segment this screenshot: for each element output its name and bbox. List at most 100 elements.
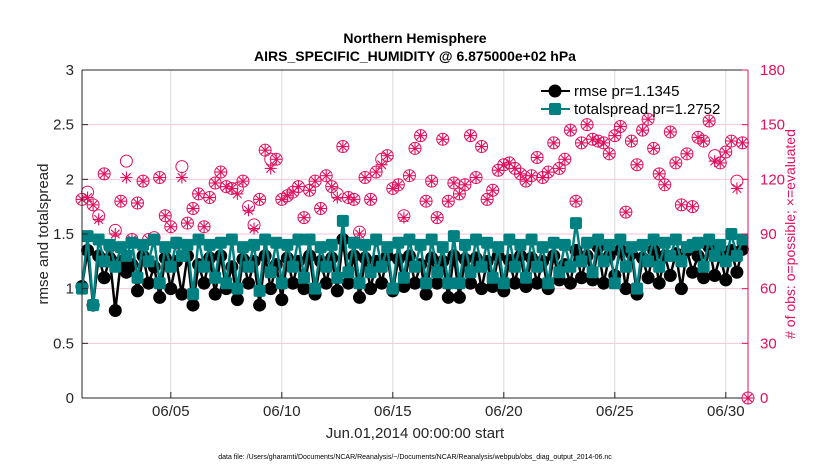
totalspread-point <box>558 238 571 251</box>
totalspread-point <box>508 260 521 273</box>
evaluated-obs-marker <box>242 204 255 217</box>
evaluated-obs-marker <box>675 198 688 211</box>
evaluated-obs-marker <box>109 228 122 240</box>
chart-title-line2: AIRS_SPECIFIC_HUMIDITY @ 6.875000e+02 hP… <box>254 48 576 64</box>
ticks: 06/05 06/10 06/15 06/20 06/25 06/300306090120… <box>53 62 785 420</box>
evaluated-obs-marker <box>575 136 588 149</box>
rmse-point <box>447 249 461 263</box>
totalspread-point <box>714 238 727 251</box>
evaluated-obs-marker <box>325 180 338 193</box>
evaluated-obs-marker <box>342 191 355 204</box>
evaluated-obs-marker <box>320 169 333 182</box>
totalspread-point <box>397 271 410 284</box>
totalspread-point <box>442 277 455 290</box>
rmse-point <box>164 282 178 296</box>
rmse-point <box>336 232 350 246</box>
evaluated-obs-marker <box>475 140 488 153</box>
rmse-point <box>530 276 544 290</box>
rmse-point <box>708 269 722 283</box>
totalspread-point <box>464 266 477 279</box>
totalspread-point <box>414 238 427 251</box>
totalspread-point <box>92 233 105 246</box>
rmse-point <box>452 290 466 304</box>
totalspread-point <box>292 233 305 246</box>
totalspread-point <box>669 233 682 246</box>
data-file-footnote: data file: /Users/gharamti/Documents/NCA… <box>218 454 612 461</box>
legend-rmse-marker <box>548 84 562 98</box>
evaluated-obs-marker <box>730 182 743 195</box>
evaluated-obs-marker <box>436 133 449 146</box>
evaluated-obs-marker <box>658 178 671 191</box>
evaluated-obs-marker <box>619 206 632 219</box>
totalspread-point <box>592 233 605 246</box>
evaluated-obs-marker <box>181 217 194 230</box>
evaluated-obs-marker <box>647 142 660 155</box>
rmse-point <box>97 271 111 285</box>
totalspread-point <box>697 260 710 273</box>
totalspread-point <box>486 271 499 284</box>
totalspread-point <box>109 260 122 273</box>
totalspread-point <box>625 241 638 254</box>
evaluated-obs-marker <box>81 191 94 204</box>
totalspread-point <box>131 271 144 284</box>
totalspread-point <box>409 260 421 273</box>
evaluated-obs-marker <box>470 171 483 184</box>
evaluated-obs-marker <box>209 176 222 189</box>
evaluated-obs-marker <box>314 202 327 215</box>
evaluated-obs-marker <box>420 195 433 208</box>
rmse-point <box>175 287 189 301</box>
evaluated-obs-marker <box>425 175 438 188</box>
totalspread-point <box>381 241 394 254</box>
evaluated-obs-marker <box>636 124 649 137</box>
evaluated-obs-marker <box>569 195 582 208</box>
evaluated-obs-marker <box>231 187 244 200</box>
rmse-point <box>719 273 733 287</box>
totalspread-point <box>270 236 283 249</box>
plot-marks <box>75 112 755 405</box>
evaluated-obs-marker <box>386 182 399 195</box>
evaluated-obs-marker <box>409 142 421 155</box>
y-tick-label: 1.5 <box>53 226 74 243</box>
evaluated-obs-marker <box>331 191 344 204</box>
evaluated-obs-marker <box>714 156 727 169</box>
legend-totalspread-marker <box>549 103 561 115</box>
evaluated-obs-marker <box>92 213 105 226</box>
totalspread-point <box>553 266 566 279</box>
y-right-tick-label: 180 <box>760 62 785 79</box>
totalspread-point <box>631 282 643 295</box>
totalspread-point <box>608 277 621 290</box>
evaluated-obs-marker <box>198 220 211 233</box>
totalspread-point <box>142 255 155 268</box>
evaluated-obs-marker <box>214 166 227 179</box>
totalspread-point <box>664 249 677 262</box>
totalspread-point <box>675 255 688 268</box>
evaluated-obs-marker <box>597 136 610 149</box>
totalspread-point <box>198 260 211 273</box>
totalspread-point <box>431 266 444 279</box>
rmse-point <box>508 276 522 290</box>
totalspread-point <box>364 266 377 279</box>
evaluated-obs-marker <box>703 115 716 128</box>
totalspread-point <box>153 277 166 290</box>
totalspread-point <box>642 255 655 268</box>
totalspread-point <box>253 284 266 297</box>
rmse-point <box>619 282 633 296</box>
rmse-point <box>364 282 378 296</box>
totalspread-point <box>275 277 288 290</box>
evaluated-obs-marker <box>275 193 288 206</box>
y-axis-label: rmse and totalspread <box>35 164 52 305</box>
totalspread-point <box>581 236 594 249</box>
totalspread-point <box>481 236 494 249</box>
rmse-point <box>441 290 455 304</box>
evaluated-obs-marker <box>542 166 555 179</box>
y-right-tick-label: 0 <box>760 390 768 407</box>
totalspread-point <box>647 233 660 246</box>
x-axis-label: Jun.01,2014 00:00:00 start <box>326 425 505 442</box>
totalspread-point <box>708 249 721 262</box>
rmse-point <box>408 276 422 290</box>
totalspread-point <box>475 260 488 273</box>
totalspread-point <box>503 233 516 246</box>
totalspread-point <box>120 249 133 262</box>
totalspread-point <box>314 241 327 254</box>
totalspread-point <box>298 271 310 284</box>
